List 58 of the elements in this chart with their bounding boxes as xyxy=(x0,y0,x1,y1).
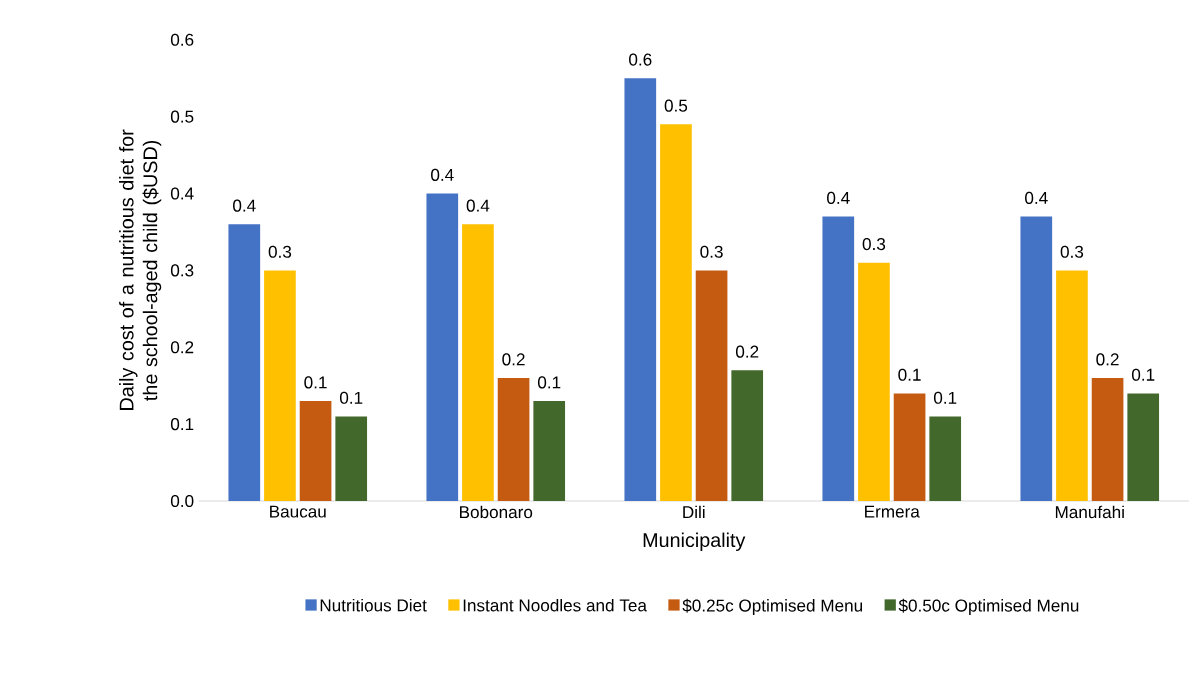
y-tick-label: 0.2 xyxy=(170,341,194,354)
data-label: 0.1 xyxy=(304,376,327,389)
legend-label: $0.25c Optimised Menu xyxy=(682,598,863,616)
data-label: 0.2 xyxy=(735,345,759,358)
x-axis-title: Municipality xyxy=(643,532,746,551)
legend-label: Nutritious Diet xyxy=(320,598,427,612)
bar xyxy=(822,216,855,501)
legend-label: $0.50c Optimised Menu xyxy=(898,598,1079,616)
y-tick-label: 0.6 xyxy=(170,33,194,46)
data-label: 0.5 xyxy=(664,99,688,112)
data-label: 0.4 xyxy=(827,191,850,204)
y-tick-label: 0.3 xyxy=(170,264,194,277)
y-tick-label: 0.4 xyxy=(170,187,194,200)
data-label: 0.4 xyxy=(466,199,490,212)
bar xyxy=(1020,216,1053,501)
bar xyxy=(228,224,261,501)
data-label: 0.3 xyxy=(700,245,723,258)
bar xyxy=(731,370,764,501)
x-tick-label: Bobonaro xyxy=(460,505,533,519)
legend-label: Instant Noodles and Tea xyxy=(463,598,647,612)
data-label: 0.4 xyxy=(1025,191,1048,204)
bar xyxy=(533,401,566,501)
data-label: 0.1 xyxy=(933,391,957,404)
data-label: 0.1 xyxy=(898,368,921,381)
x-tick-label: Ermera xyxy=(865,505,920,518)
y-tick-label: 0.0 xyxy=(170,494,194,508)
bar xyxy=(893,393,926,501)
data-label: 0.6 xyxy=(629,53,652,66)
x-tick-label: Dili xyxy=(683,505,705,519)
bar xyxy=(335,416,368,501)
bar xyxy=(624,78,657,501)
data-label: 0.1 xyxy=(1131,368,1155,381)
data-label: 0.3 xyxy=(1060,245,1084,258)
data-label: 0.4 xyxy=(431,168,454,181)
y-tick-label: 0.5 xyxy=(170,110,194,123)
data-label: 0.1 xyxy=(537,376,561,389)
bar xyxy=(660,124,692,501)
bar xyxy=(426,193,459,501)
data-label: 0.2 xyxy=(1096,353,1119,366)
bar xyxy=(462,224,494,501)
bar xyxy=(1127,393,1160,501)
data-label: 0.2 xyxy=(502,353,525,366)
bar xyxy=(497,378,530,501)
data-label: 0.3 xyxy=(862,237,886,251)
x-tick-label: Manufahi xyxy=(1055,505,1124,519)
y-tick-label: 0.1 xyxy=(170,418,194,431)
bar xyxy=(695,270,728,501)
bar xyxy=(264,270,296,501)
bar xyxy=(858,262,890,501)
bar xyxy=(1091,378,1124,501)
data-label: 0.4 xyxy=(233,199,256,212)
bar xyxy=(929,416,962,501)
data-label: 0.3 xyxy=(268,245,292,258)
y-axis-title: Daily cost of a nutritious diet for the school-aged child ($USD) xyxy=(119,129,162,410)
x-tick-label: Baucau xyxy=(270,505,326,518)
bar xyxy=(299,401,332,501)
bar xyxy=(1056,270,1088,501)
data-label: 0.1 xyxy=(339,391,363,404)
